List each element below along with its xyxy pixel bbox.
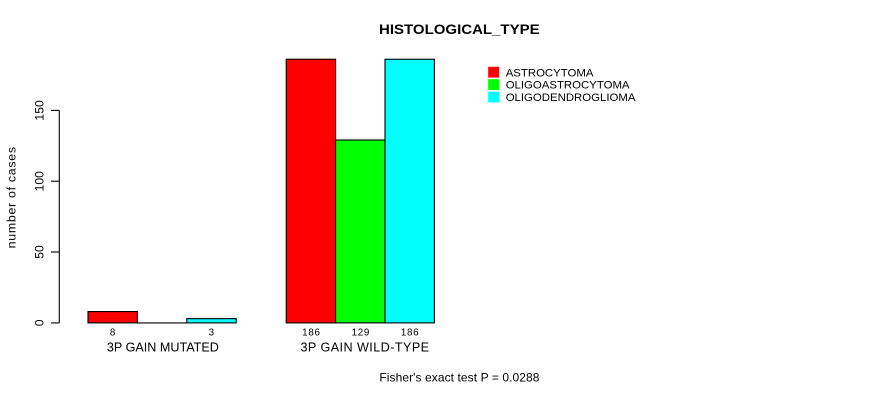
svg-text:3P GAIN WILD-TYPE: 3P GAIN WILD-TYPE	[300, 341, 429, 355]
svg-text:186: 186	[401, 328, 419, 339]
svg-text:OLIGOASTROCYTOMA: OLIGOASTROCYTOMA	[506, 80, 630, 92]
svg-text:OLIGODENDROGLIOMA: OLIGODENDROGLIOMA	[506, 92, 636, 104]
svg-text:0: 0	[33, 319, 47, 326]
svg-text:HISTOLOGICAL_TYPE: HISTOLOGICAL_TYPE	[379, 22, 540, 37]
svg-text:186: 186	[302, 328, 320, 339]
svg-text:150: 150	[33, 100, 47, 121]
svg-text:3: 3	[209, 328, 215, 339]
svg-text:8: 8	[110, 328, 116, 339]
svg-text:50: 50	[33, 245, 47, 259]
svg-text:Fisher's exact test P = 0.0288: Fisher's exact test P = 0.0288	[379, 371, 539, 385]
svg-text:3P GAIN MUTATED: 3P GAIN MUTATED	[107, 341, 219, 355]
svg-text:129: 129	[352, 328, 370, 339]
svg-text:100: 100	[33, 171, 47, 192]
svg-text:ASTROCYTOMA: ASTROCYTOMA	[506, 67, 594, 79]
svg-text:number of cases: number of cases	[5, 146, 19, 248]
